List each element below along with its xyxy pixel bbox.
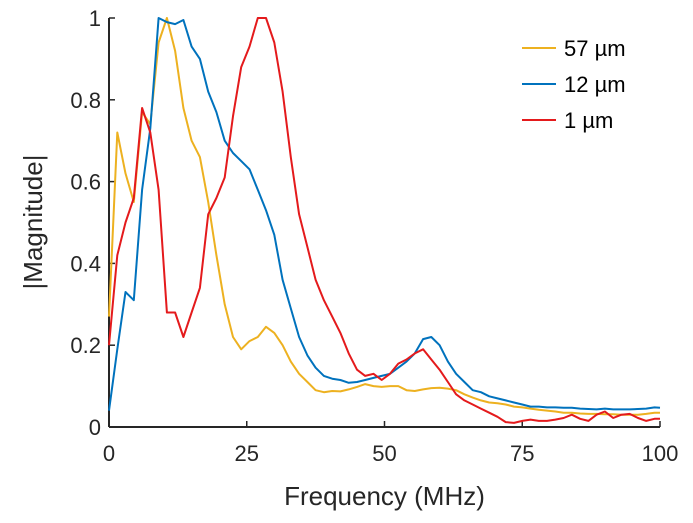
series-line-1um (108, 17, 660, 424)
legend-label-1um: 1 µm (564, 108, 613, 133)
y-tick-label: 0 (89, 415, 101, 440)
x-tick-label: 25 (235, 441, 259, 466)
series-group (108, 17, 661, 424)
y-tick-label: 0.8 (70, 88, 101, 113)
series-line-57um (108, 17, 660, 416)
y-tick-label: 0.6 (70, 170, 101, 195)
x-tick-label: 100 (642, 441, 679, 466)
legend-label-12um: 12 µm (564, 72, 626, 97)
legend-item-12um: 12 µm (522, 72, 626, 97)
legend-label-57um: 57 µm (564, 36, 626, 61)
series-line-12um (108, 17, 661, 411)
y-tick-label: 0.4 (70, 251, 101, 276)
x-tick-label: 0 (103, 441, 115, 466)
x-tick-label: 50 (372, 441, 396, 466)
y-axis-label: |Magnitude| (18, 155, 48, 290)
legend-item-1um: 1 µm (522, 108, 613, 133)
y-tick-label: 0.2 (70, 333, 101, 358)
legend: 57 µm 12 µm 1 µm (522, 36, 626, 133)
x-ticks: 0 25 50 75 100 (103, 421, 678, 466)
y-ticks: 0 0.2 0.4 0.6 0.8 1 (70, 6, 115, 440)
x-tick-label: 75 (510, 441, 534, 466)
legend-item-57um: 57 µm (522, 36, 626, 61)
x-axis-label: Frequency (MHz) (284, 481, 485, 511)
y-tick-label: 1 (89, 6, 101, 31)
